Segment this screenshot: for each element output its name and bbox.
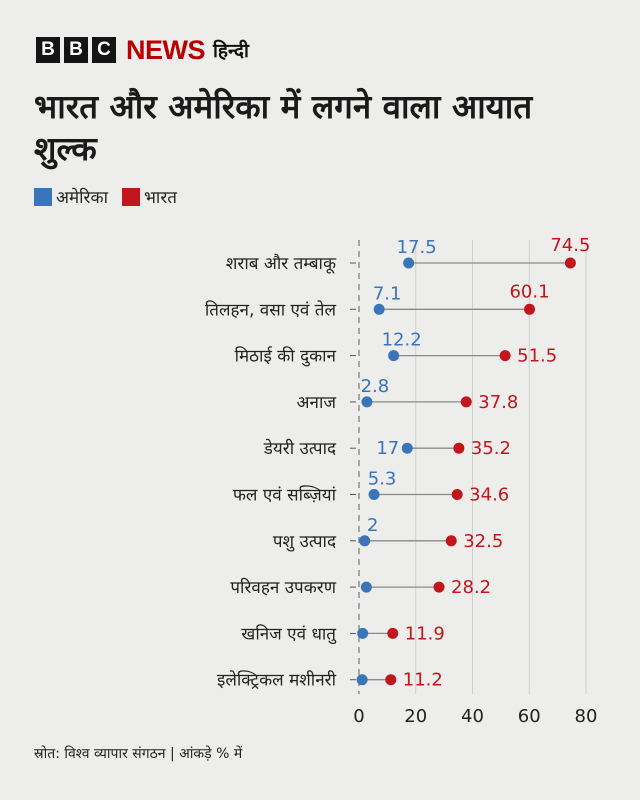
category-label: पशु उत्पाद [273,532,337,552]
chart-legend: अमेरिका भारत [34,185,191,208]
usa-point [401,442,413,454]
legend-label-usa: अमेरिका [56,188,108,208]
category-label: तिलहन, वसा एवं तेल [205,299,337,320]
india-point [433,581,445,593]
india-point [524,303,536,315]
india-value-label: 35.2 [471,438,511,459]
language-label: हिन्दी [213,40,249,62]
usa-point [356,674,368,686]
india-point [451,489,463,500]
usa-point [359,535,371,547]
india-point [564,257,576,269]
india-point [499,350,511,362]
category-label: खनिज एवं धातु [241,623,337,644]
india-point [453,442,465,454]
x-tick-label: 80 [575,706,598,727]
india-value-label: 51.5 [517,346,557,367]
usa-value-label: 2.8 [361,376,390,397]
bbc-letter-3: C [92,37,116,63]
usa-point [373,303,385,315]
usa-point [368,489,380,500]
bbc-letter-1: B [36,37,60,63]
category-label: डेयरी उत्पाद [263,438,337,459]
india-point [445,535,457,547]
usa-point [388,350,400,362]
category-label: परिवहन उपकरण [230,577,336,598]
india-value-label: 74.5 [550,235,590,256]
usa-point [403,257,415,269]
usa-value-label: 17 [376,438,399,459]
category-label: इलेक्ट्रिकल मशीनरी [217,670,337,691]
india-point [385,674,397,686]
india-value-label: 11.9 [405,623,445,644]
india-point [460,396,472,408]
x-tick-label: 20 [404,706,427,727]
legend-item-usa: अमेरिका [34,185,108,208]
usa-point [360,581,372,593]
usa-value-label: 12.2 [382,330,422,351]
india-value-label: 60.1 [509,281,549,302]
legend-item-india: भारत [121,185,177,208]
category-label: शराब और तम्बाकू [226,253,337,274]
category-label: अनाज [297,393,337,413]
india-value-label: 11.2 [403,670,443,691]
usa-value-label: 2 [367,515,378,536]
legend-label-india: भारत [143,188,177,208]
brand-logo: B B C NEWS हिन्दी [36,34,249,65]
usa-point [361,396,373,408]
india-value-label: 34.6 [469,485,509,506]
usa-value-label: 7.1 [373,283,402,304]
category-label: मिठाई की दुकान [235,346,337,367]
india-value-label: 32.5 [463,531,503,552]
usa-point [357,627,369,639]
chart-title: भारत और अमेरिका में लगने वाला आयात शुल्क [34,87,533,168]
india-value-label: 28.2 [451,577,491,598]
legend-swatch-india [121,187,140,206]
bbc-letter-2: B [64,37,88,63]
category-label: फल एवं सब्ज़ियां [233,485,337,506]
usa-value-label: 5.3 [368,469,397,490]
x-tick-label: 40 [461,706,484,727]
news-wordmark: NEWS [126,34,206,65]
x-tick-label: 0 [353,706,364,727]
x-tick-label: 60 [518,706,541,727]
usa-value-label: 17.5 [397,237,437,258]
legend-swatch-usa [34,187,52,206]
india-value-label: 37.8 [478,392,518,413]
india-point [387,627,399,639]
source-note: स्रोत: विश्व व्यापार संगठन | आंकड़े % मे… [34,746,243,762]
